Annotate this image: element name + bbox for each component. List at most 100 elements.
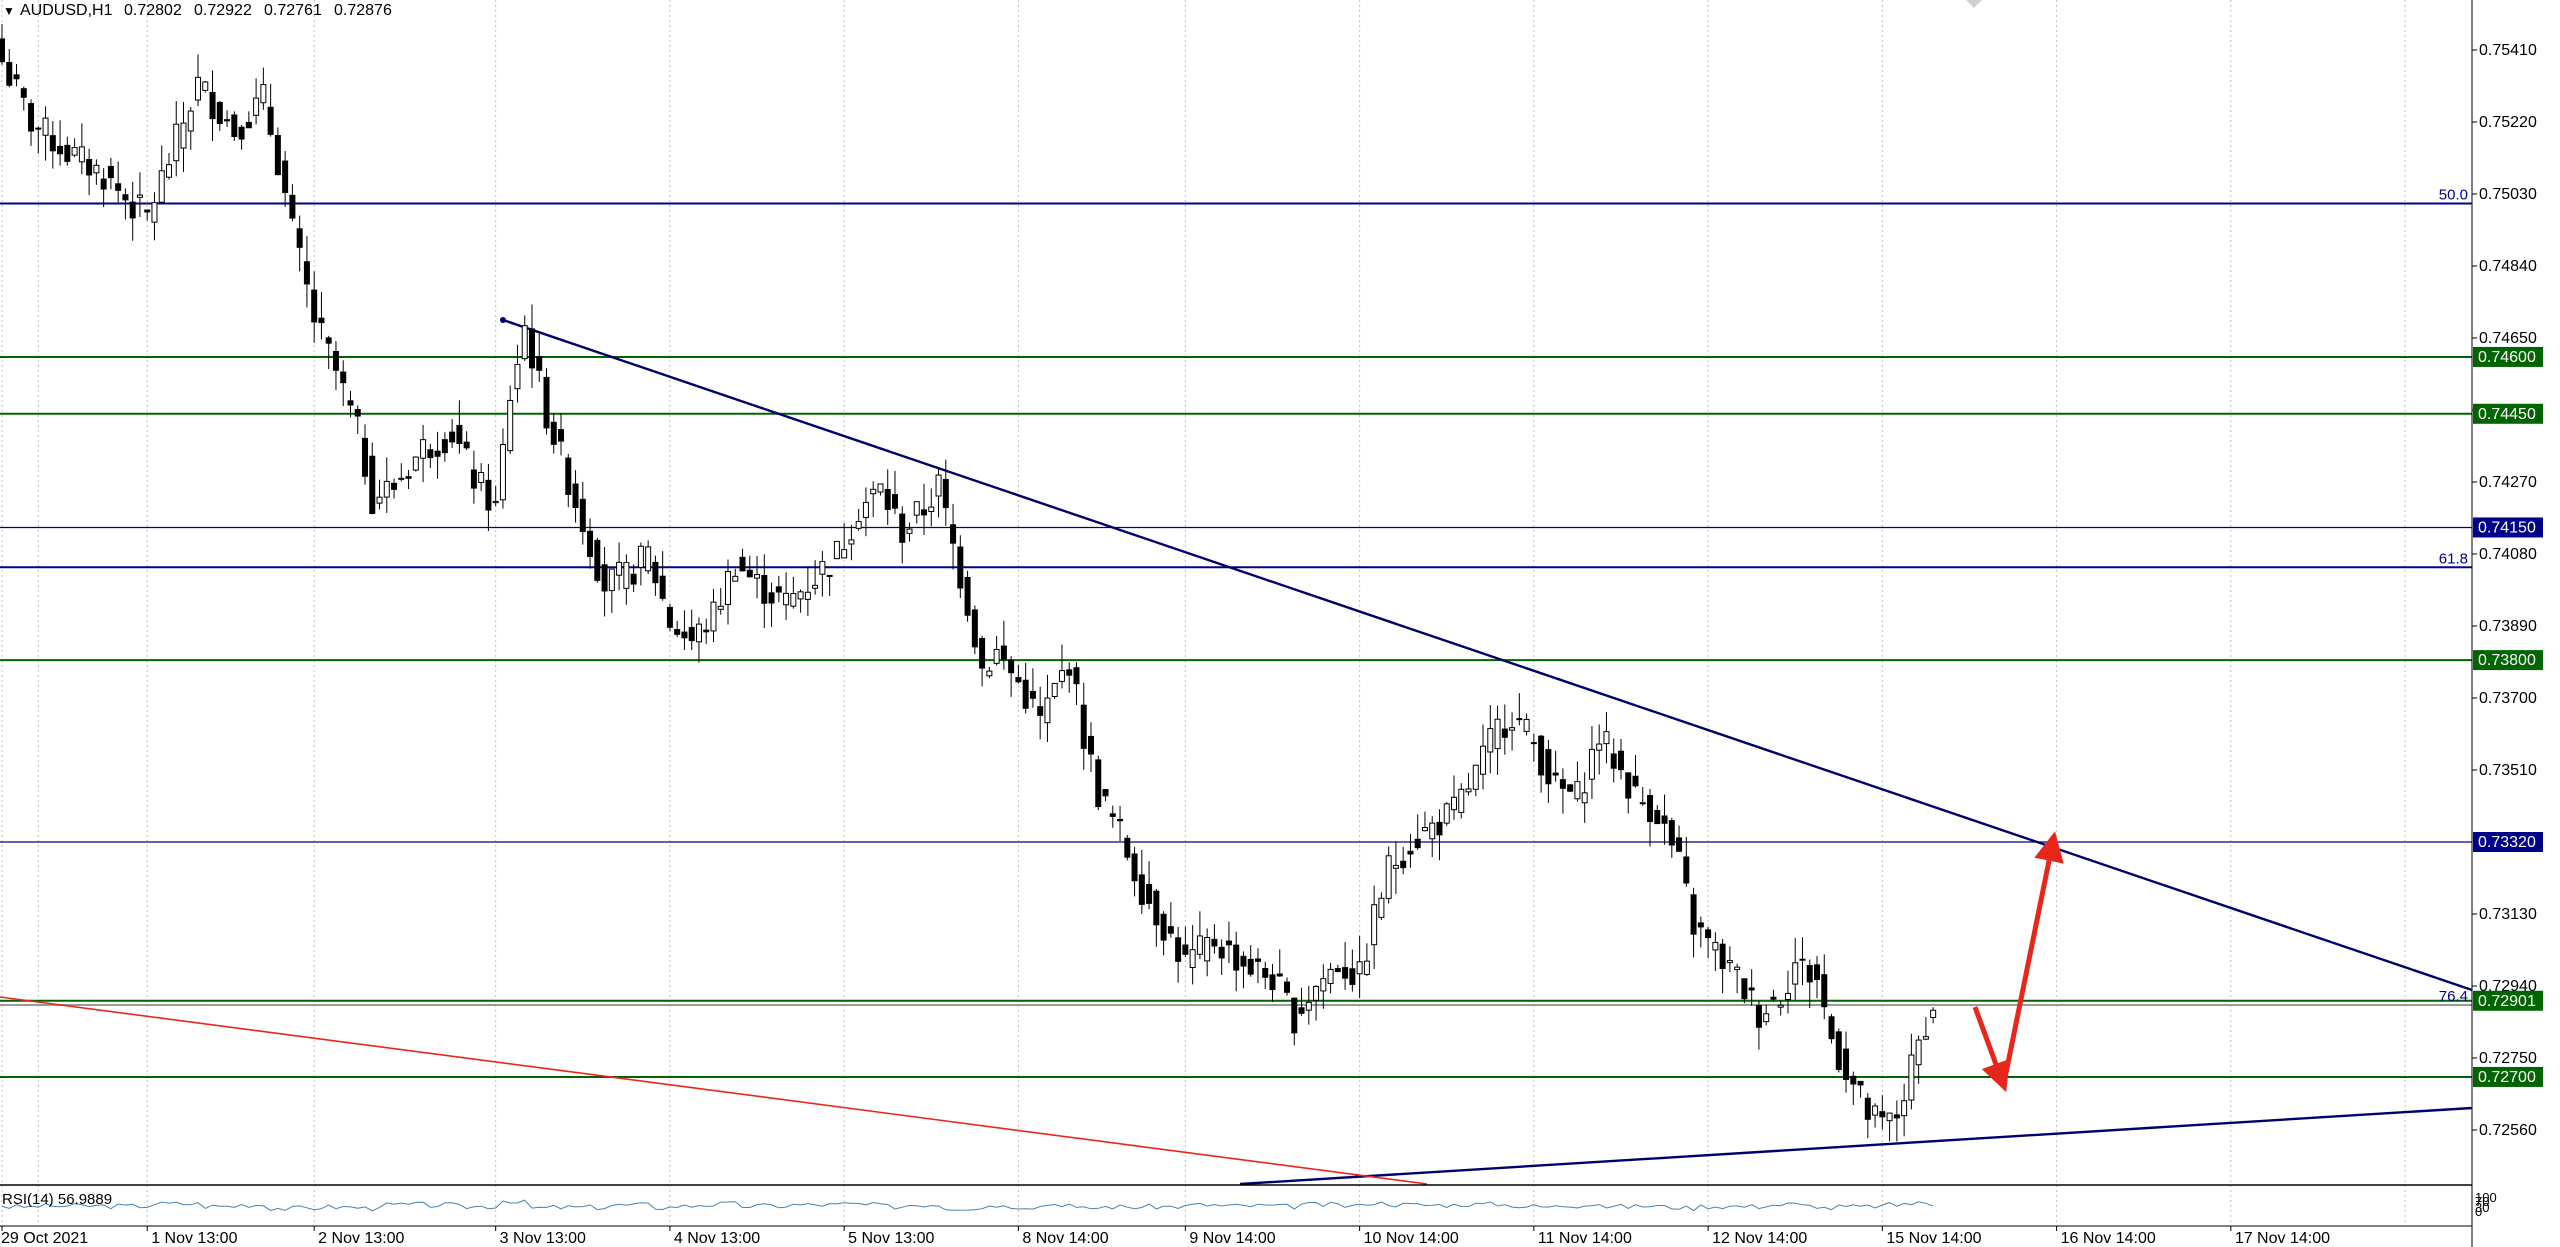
candle-body [398,477,405,480]
time-tick-label[interactable]: 11 Nov 14:00 [1538,1230,1632,1247]
time-tick-label[interactable]: 4 Nov 13:00 [674,1230,760,1247]
candle-body [899,513,906,543]
trendlines[interactable] [0,317,2473,1186]
projection-arrow[interactable] [1972,1006,2010,1093]
candle-body [717,605,724,610]
horizontal-levels: 50.0 61.8 76.4 [0,186,2472,1078]
candle-body [1066,669,1073,676]
candle-body [1799,958,1806,961]
candle-body [1625,772,1632,799]
candle-body [1131,853,1138,882]
candle-body [536,356,543,371]
candle-body [71,147,78,156]
time-tick-label[interactable]: 16 Nov 14:00 [2061,1230,2156,1247]
candle-body [1588,748,1595,780]
collapse-triangle-icon[interactable]: ▼ [3,4,15,18]
price-tick-label[interactable]: 0.72940 [2479,978,2537,995]
price-tick-label[interactable]: 0.74080 [2479,546,2537,563]
price-tick-label[interactable]: 0.73510 [2479,762,2537,779]
price-tag-label[interactable]: 0.72901 [2478,993,2536,1010]
candle-body [1538,735,1545,776]
candle-body [369,455,376,514]
price-tag[interactable] [2473,832,2543,852]
time-tick-label[interactable]: 3 Nov 13:00 [500,1230,586,1247]
price-tag[interactable] [2473,346,2543,367]
candle-body [35,127,42,130]
time-tick-label[interactable]: 29 Oct 2021 [1,1230,88,1247]
candle-body [1421,827,1428,832]
time-tick-label[interactable]: 12 Nov 14:00 [1712,1230,1807,1247]
time-tick-label[interactable]: 10 Nov 14:00 [1364,1230,1459,1247]
price-tick-label[interactable]: 0.72750 [2479,1050,2537,1067]
candle-body [1458,788,1465,813]
time-tick-label[interactable]: 5 Nov 13:00 [848,1230,934,1247]
candles [0,24,1937,1142]
candle-body [129,201,136,219]
candle-body [1726,960,1733,964]
candle-body [630,573,637,585]
price-tick-label[interactable]: 0.74840 [2479,258,2537,275]
price-tag[interactable] [2473,990,2543,1011]
candle-body [1058,670,1065,682]
candle-body [1581,792,1588,804]
price-tick-label[interactable]: 0.73700 [2479,690,2537,707]
candle-body [1734,966,1741,971]
price-tag[interactable] [2473,650,2543,671]
price-tag-label[interactable]: 0.74600 [2478,349,2536,366]
candle-body [1443,803,1450,824]
time-tick-label[interactable]: 8 Nov 14:00 [1022,1230,1108,1247]
candle-body [1371,904,1378,946]
candle-body [1138,874,1145,905]
price-tag[interactable] [2473,1066,2543,1087]
rsi-scale-label: 0 [2475,1204,2482,1219]
candle-body [1690,894,1697,935]
candle-body [558,429,565,442]
price-tag-label[interactable]: 0.74150 [2478,519,2536,536]
price-tick-label[interactable]: 0.72560 [2479,1122,2537,1139]
candle-body [950,524,957,544]
price-tag[interactable] [2473,403,2543,424]
price-tick-label[interactable]: 0.75220 [2479,114,2537,131]
candle-body [1915,1039,1922,1066]
candle-body [1908,1054,1915,1101]
price-tick-label[interactable]: 0.73130 [2479,906,2537,923]
time-tick-label[interactable]: 17 Nov 14:00 [2235,1230,2330,1247]
price-axis[interactable]: 0.75410 0.75220 0.75030 0.74840 0.74650 0.744… [2471,0,2543,1247]
price-tag-label[interactable]: 0.72700 [2478,1069,2536,1086]
candle-body [1719,943,1726,970]
price-tick-label[interactable]: 0.75030 [2479,186,2537,203]
projection-arrow[interactable] [2002,831,2064,1079]
candle-body [964,576,971,616]
trendline[interactable] [502,318,2473,992]
candle-body [158,170,165,203]
candle-body [1610,753,1617,769]
time-axis[interactable]: 29 Oct 2021 1 Nov 13:00 2 Nov 13:00 3 Nov 1… [0,1225,2472,1247]
trendline[interactable] [0,996,1428,1185]
projection-arrows[interactable] [1972,831,2064,1093]
time-tick-label[interactable]: 1 Nov 13:00 [151,1230,237,1247]
price-tick-label[interactable]: 0.75410 [2479,42,2537,59]
candle-body [1349,968,1356,985]
price-tick-label[interactable]: 0.73890 [2479,618,2537,635]
candle-body [282,160,289,193]
time-tick-label[interactable]: 15 Nov 14:00 [1886,1230,1981,1247]
price-tag[interactable] [2473,517,2543,538]
candle-body [1109,813,1116,817]
price-tag-label[interactable]: 0.73320 [2478,834,2536,851]
candle-body [115,183,122,191]
trendline[interactable] [1239,1106,2473,1186]
scroll-marker-icon[interactable] [1966,0,1982,8]
trendline-anchor[interactable] [500,317,506,323]
time-tick-label[interactable]: 2 Nov 13:00 [318,1230,404,1247]
candle-body [1044,697,1051,724]
price-tag-label[interactable]: 0.74450 [2478,406,2536,423]
time-tick-label[interactable]: 9 Nov 14:00 [1189,1230,1275,1247]
candle-body [1095,759,1102,808]
candle-body [514,363,521,390]
candle-body [979,638,986,669]
price-tick-label[interactable]: 0.74270 [2479,474,2537,491]
price-tag-label[interactable]: 0.73800 [2478,652,2536,669]
candle-body [485,479,492,511]
price-tick-label[interactable]: 0.74650 [2479,330,2537,347]
